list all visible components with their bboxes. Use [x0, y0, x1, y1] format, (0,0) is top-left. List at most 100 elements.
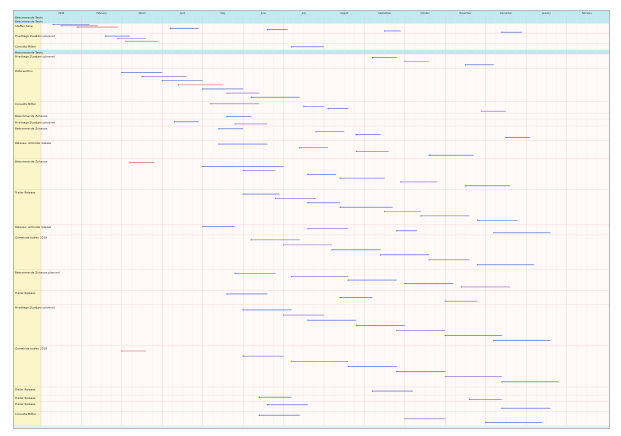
task-start-marker: [218, 143, 220, 145]
task-start-marker: [307, 228, 309, 230]
task-start-marker: [169, 27, 171, 29]
task-start-marker: [282, 244, 285, 246]
task-start-marker: [291, 360, 293, 362]
lane-label: Bekommende Zuhause: [15, 114, 48, 118]
task-start-marker: [250, 96, 252, 98]
task-start-marker: [307, 319, 309, 321]
task-start-marker: [242, 309, 244, 311]
lane-label: Trailer Release: [14, 396, 36, 400]
month-label: August: [340, 12, 348, 15]
task-start-marker: [404, 418, 406, 420]
task-start-marker: [485, 421, 487, 424]
task-start-marker: [460, 286, 463, 288]
task-start-marker: [404, 60, 406, 62]
lane-label-cell: [14, 158, 42, 190]
task-start-marker: [258, 396, 260, 398]
lane-label: Data section: [15, 69, 33, 73]
task-start-marker: [400, 181, 402, 183]
task-start-marker: [464, 64, 467, 66]
lane-label: Bekommende Tasks: [15, 16, 43, 20]
month-label: December: [500, 12, 512, 15]
task-start-marker: [315, 131, 317, 133]
lane-label-cell: [14, 345, 42, 388]
task-start-marker: [210, 103, 212, 105]
lane-label: Friedhage Zusatzen planned: [15, 55, 55, 59]
task-start-marker: [226, 92, 228, 94]
task-start-marker: [282, 314, 285, 316]
task-start-marker: [384, 30, 386, 32]
lane-label: Friedhage Zusatzen planned: [15, 305, 55, 309]
task-start-marker: [202, 165, 204, 168]
task-start-marker: [380, 254, 382, 256]
task-start-marker: [384, 210, 386, 213]
task-start-marker: [177, 84, 180, 86]
month-label: April: [180, 12, 186, 15]
lane-label: Friedhage Zusatzen planned: [15, 34, 55, 38]
task-start-marker: [355, 324, 357, 326]
timeline-header: [14, 11, 609, 15]
section-band: [14, 19, 609, 24]
task-start-marker: [464, 185, 467, 187]
lane-label: Trailer Release: [14, 402, 36, 406]
task-start-marker: [396, 230, 398, 232]
task-start-marker: [161, 80, 163, 82]
task-start-marker: [501, 407, 503, 409]
task-start-marker: [60, 25, 62, 27]
task-start-marker: [173, 121, 176, 123]
lane-label: Friedhage Zusatzen planned: [15, 120, 55, 124]
task-start-marker: [234, 272, 236, 274]
task-start-marker: [428, 259, 430, 261]
task-start-marker: [347, 279, 349, 281]
task-start-marker: [250, 239, 252, 241]
task-start-marker: [105, 35, 107, 37]
task-start-marker: [52, 23, 54, 26]
lane-label: Trailer Release: [14, 190, 36, 194]
window-title-strip: [0, 0, 621, 10]
task-start-marker: [444, 334, 446, 337]
task-start-marker: [218, 128, 220, 130]
month-label: May: [221, 12, 226, 15]
lane-label: Gemeinde laufen 2019: [15, 346, 47, 350]
task-start-marker: [501, 381, 503, 383]
lane-label: Bekommende Zuhause: [15, 127, 48, 131]
task-start-marker: [396, 370, 398, 373]
lane-label-cell: [14, 304, 42, 347]
month-label: October: [420, 12, 429, 15]
task-start-marker: [117, 38, 119, 40]
lane-label-cell: [14, 234, 42, 270]
task-start-marker: [274, 197, 277, 200]
task-start-marker: [444, 300, 446, 302]
task-start-marker: [307, 173, 309, 175]
task-start-marker: [347, 365, 349, 368]
lane-label: Gemeinde laufen 2019: [15, 235, 47, 239]
task-start-marker: [477, 264, 479, 266]
lane-label: Consults Mittel: [15, 412, 36, 416]
section-band: [14, 49, 609, 55]
lane-label: Bekommende Tasks: [15, 20, 43, 24]
task-start-marker: [125, 40, 127, 42]
task-start-marker: [121, 350, 123, 352]
task-start-marker: [339, 296, 341, 299]
lane-label: Trailer Release: [14, 388, 36, 392]
month-label: June: [260, 12, 267, 15]
lane-label: Release, umbrella release: [15, 141, 51, 145]
task-start-marker: [121, 71, 123, 74]
lane-label: Trailer Release: [14, 291, 36, 295]
task-start-marker: [303, 105, 305, 107]
month-label: September: [378, 12, 391, 15]
task-start-marker: [266, 404, 268, 406]
task-start-marker: [234, 123, 236, 125]
lane-label: Bekommende Zuhause: [15, 159, 48, 163]
month-label: July: [301, 12, 307, 15]
task-start-marker: [493, 340, 495, 342]
task-start-marker: [396, 329, 398, 332]
task-start-marker: [428, 154, 430, 156]
lane-label: Bekommende Tasks: [15, 51, 43, 55]
task-start-marker: [355, 134, 357, 136]
lane-label-cell: [14, 68, 42, 102]
bottom-axis-strip: [14, 426, 609, 428]
month-label: 2018: [58, 12, 64, 15]
task-start-marker: [420, 215, 422, 217]
task-start-marker: [129, 162, 131, 164]
task-start-marker: [371, 57, 374, 59]
